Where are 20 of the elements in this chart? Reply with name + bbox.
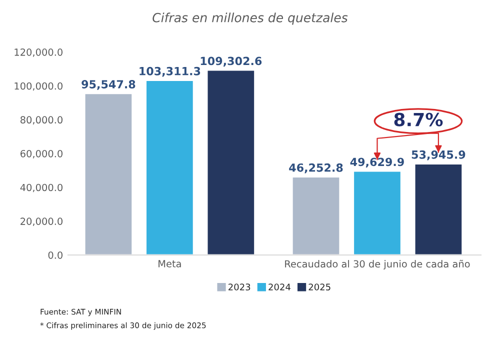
chart-title: Cifras en millones de quetzales bbox=[152, 12, 348, 25]
x-tick-label: Recaudado al 30 de junio de cada año bbox=[285, 260, 470, 270]
annotation: 8.7% bbox=[394, 112, 443, 126]
y-tick-label: 100,000.0 bbox=[14, 82, 62, 91]
y-tick-label: 60,000.0 bbox=[20, 150, 62, 158]
x-tick-label: Meta bbox=[158, 260, 181, 268]
y-tick-label: 80,000.0 bbox=[20, 116, 62, 125]
legend-label: 2023 bbox=[228, 284, 250, 290]
legend-label: 2025 bbox=[308, 284, 330, 290]
y-tick-label: 120,000.0 bbox=[14, 48, 62, 57]
data-label: 95,547.8 bbox=[82, 80, 136, 90]
y-tick-label: 20,000.0 bbox=[20, 218, 62, 226]
y-tick-label: 0.0 bbox=[48, 251, 62, 259]
data-label: 103,311.3 bbox=[140, 66, 200, 77]
y-tick-label: 40,000.0 bbox=[20, 184, 62, 192]
data-label: 53,945.9 bbox=[412, 150, 466, 160]
data-label: 49,629.9 bbox=[350, 158, 404, 168]
data-label: 46,252.8 bbox=[289, 163, 343, 174]
legend-label: 2024 bbox=[268, 284, 290, 290]
data-label: 109,302.6 bbox=[200, 56, 262, 67]
